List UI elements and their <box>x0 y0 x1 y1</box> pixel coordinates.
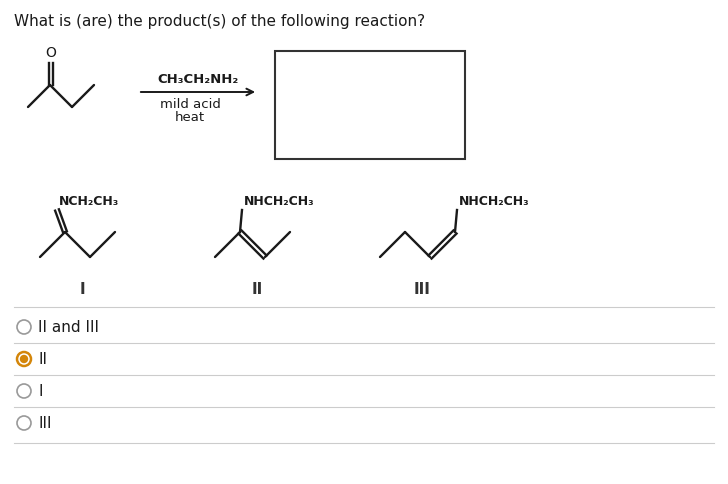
Text: What is (are) the product(s) of the following reaction?: What is (are) the product(s) of the foll… <box>14 14 425 29</box>
Text: O: O <box>45 46 56 60</box>
Text: NHCH₂CH₃: NHCH₂CH₃ <box>244 195 314 208</box>
Circle shape <box>17 320 31 334</box>
Bar <box>275 52 465 160</box>
Text: II: II <box>38 352 47 367</box>
Text: I: I <box>79 281 85 296</box>
Text: II: II <box>251 281 263 296</box>
Text: III: III <box>414 281 430 296</box>
Circle shape <box>17 416 31 430</box>
Text: CH₃CH₂NH₂: CH₃CH₂NH₂ <box>157 73 239 86</box>
Text: I: I <box>38 384 42 399</box>
Text: mild acid: mild acid <box>159 98 221 111</box>
Text: NCH₂CH₃: NCH₂CH₃ <box>59 195 119 208</box>
Text: III: III <box>38 416 52 431</box>
Circle shape <box>17 352 31 366</box>
Circle shape <box>17 384 31 398</box>
Text: NHCH₂CH₃: NHCH₂CH₃ <box>459 195 530 208</box>
Text: II and III: II and III <box>38 320 99 335</box>
Circle shape <box>20 356 28 363</box>
Text: heat: heat <box>175 111 205 124</box>
